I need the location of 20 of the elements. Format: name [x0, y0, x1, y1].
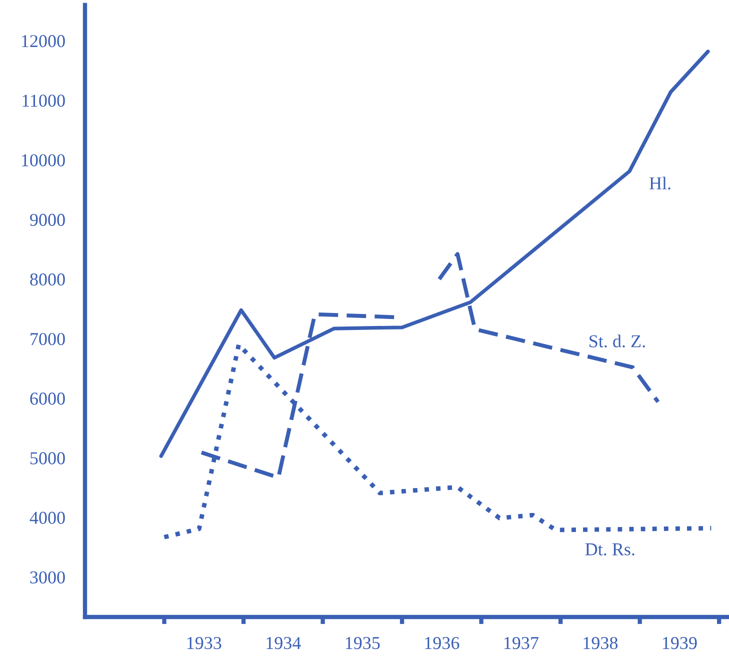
series-label: Dt. Rs.: [585, 543, 634, 556]
x-tick-label: 1939: [662, 637, 697, 650]
x-tick-label: 1933: [187, 637, 222, 650]
y-tick-label: 12000: [22, 35, 65, 48]
y-tick-label: 11000: [22, 94, 65, 107]
y-tick-label: 3000: [30, 571, 65, 584]
y-tick-label: 5000: [30, 452, 65, 464]
y-tick-label: 9000: [30, 214, 65, 226]
series-label: Hl.: [649, 176, 670, 190]
x-tick-label: 1936: [425, 637, 460, 650]
x-tick-label: 1938: [584, 636, 618, 650]
x-tick-label: 1937: [504, 637, 538, 650]
y-tick-label: 8000: [30, 273, 65, 286]
x-tick-label: 1935: [346, 637, 380, 650]
y-tick-label: 7000: [30, 332, 65, 346]
y-tick-label: 4000: [30, 512, 65, 524]
y-tick-label: 10000: [22, 154, 65, 166]
y-tick-label: 6000: [30, 392, 65, 405]
x-tick-label: 1934: [266, 637, 301, 650]
series-label: St. d. Z.: [590, 334, 645, 348]
